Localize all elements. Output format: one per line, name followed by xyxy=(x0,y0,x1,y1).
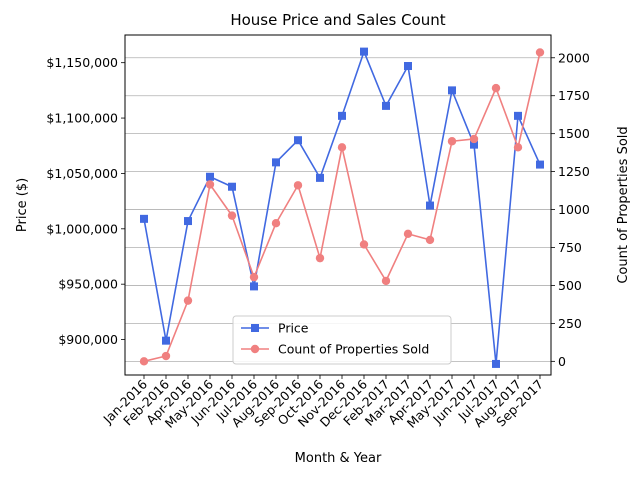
y-right-tick-label: 500 xyxy=(558,278,582,293)
data-point-count-of-properties-sold xyxy=(227,211,237,220)
data-point-count-of-properties-sold xyxy=(381,276,391,286)
data-point-price xyxy=(250,282,258,291)
data-point-price xyxy=(448,86,456,95)
legend-marker-price xyxy=(251,324,259,332)
data-point-count-of-properties-sold xyxy=(447,137,457,146)
data-point-count-of-properties-sold xyxy=(425,235,435,245)
y-left-tick-label: $950,000 xyxy=(58,277,118,292)
data-point-price xyxy=(338,111,346,120)
y-left-tick-label: $1,000,000 xyxy=(46,221,118,236)
grid-lines xyxy=(125,57,551,362)
data-point-price xyxy=(426,201,434,210)
data-point-count-of-properties-sold xyxy=(183,296,193,305)
y-right-tick-label: 1500 xyxy=(558,126,590,141)
data-point-count-of-properties-sold xyxy=(161,351,171,361)
data-point-count-of-properties-sold xyxy=(359,240,369,249)
y-right-tick-label: 250 xyxy=(558,316,582,331)
y-left-tick-label: $1,100,000 xyxy=(46,111,118,126)
data-point-count-of-properties-sold xyxy=(513,143,523,152)
data-point-price xyxy=(140,214,148,223)
legend-label-price: Price xyxy=(278,321,309,336)
data-point-price xyxy=(514,111,522,120)
data-point-price xyxy=(470,140,478,149)
data-point-price xyxy=(360,47,368,56)
legend-label-count-of-properties-sold: Count of Properties Sold xyxy=(278,342,429,357)
data-point-price xyxy=(382,101,390,110)
data-point-count-of-properties-sold xyxy=(139,357,149,366)
data-point-price xyxy=(404,62,412,71)
y-left-tick-label: $1,050,000 xyxy=(46,166,118,181)
legend-frame xyxy=(232,315,452,365)
series-price xyxy=(140,47,544,368)
data-point-price xyxy=(206,172,214,181)
data-point-price xyxy=(228,182,236,191)
data-point-count-of-properties-sold xyxy=(469,134,479,144)
data-point-count-of-properties-sold xyxy=(337,143,347,152)
data-point-price xyxy=(294,136,302,145)
plot-frame xyxy=(124,34,552,376)
series-layer xyxy=(139,47,545,368)
legend: Price Count of Properties Sold xyxy=(232,315,452,365)
y-left-tick-label: $1,150,000 xyxy=(46,55,118,70)
data-point-price xyxy=(184,217,192,226)
data-point-count-of-properties-sold xyxy=(271,219,281,228)
legend-marker-count-of-properties-sold xyxy=(250,344,260,354)
data-point-count-of-properties-sold xyxy=(403,229,413,239)
series-count-of-properties-sold xyxy=(139,48,545,366)
y-right-tick-label: 0 xyxy=(558,354,566,369)
data-point-count-of-properties-sold xyxy=(205,180,215,189)
data-point-price xyxy=(492,359,500,368)
y-right-tick-label: 1250 xyxy=(558,164,590,179)
data-point-count-of-properties-sold xyxy=(249,272,259,282)
y-left-tick-label: $900,000 xyxy=(58,332,118,347)
data-point-count-of-properties-sold xyxy=(315,253,325,263)
data-point-price xyxy=(316,173,324,182)
y-axis-right-title: Count of Properties Sold xyxy=(616,126,631,283)
axes-layer: $900,000 $950,000 $1,000,000 $1,050,000 $1,1… xyxy=(46,50,589,431)
data-point-price xyxy=(272,158,280,167)
y-right-tick-label: 1000 xyxy=(558,202,590,217)
y-right-tick-label: 2000 xyxy=(558,50,590,65)
data-point-count-of-properties-sold xyxy=(535,48,545,57)
chart-title: House Price and Sales Count xyxy=(230,11,445,29)
data-point-price xyxy=(162,336,170,345)
data-point-count-of-properties-sold xyxy=(293,181,303,190)
data-point-count-of-properties-sold xyxy=(491,83,501,93)
y-axis-left-title: Price ($) xyxy=(15,178,30,232)
y-right-tick-label: 750 xyxy=(558,240,582,255)
x-axis-title: Month & Year xyxy=(295,451,382,466)
y-right-tick-label: 1750 xyxy=(558,88,590,103)
data-point-price xyxy=(536,160,544,169)
